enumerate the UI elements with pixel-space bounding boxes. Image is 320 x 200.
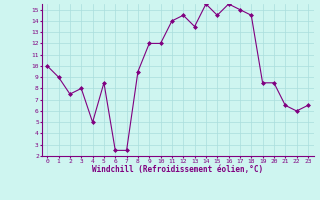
X-axis label: Windchill (Refroidissement éolien,°C): Windchill (Refroidissement éolien,°C) bbox=[92, 165, 263, 174]
